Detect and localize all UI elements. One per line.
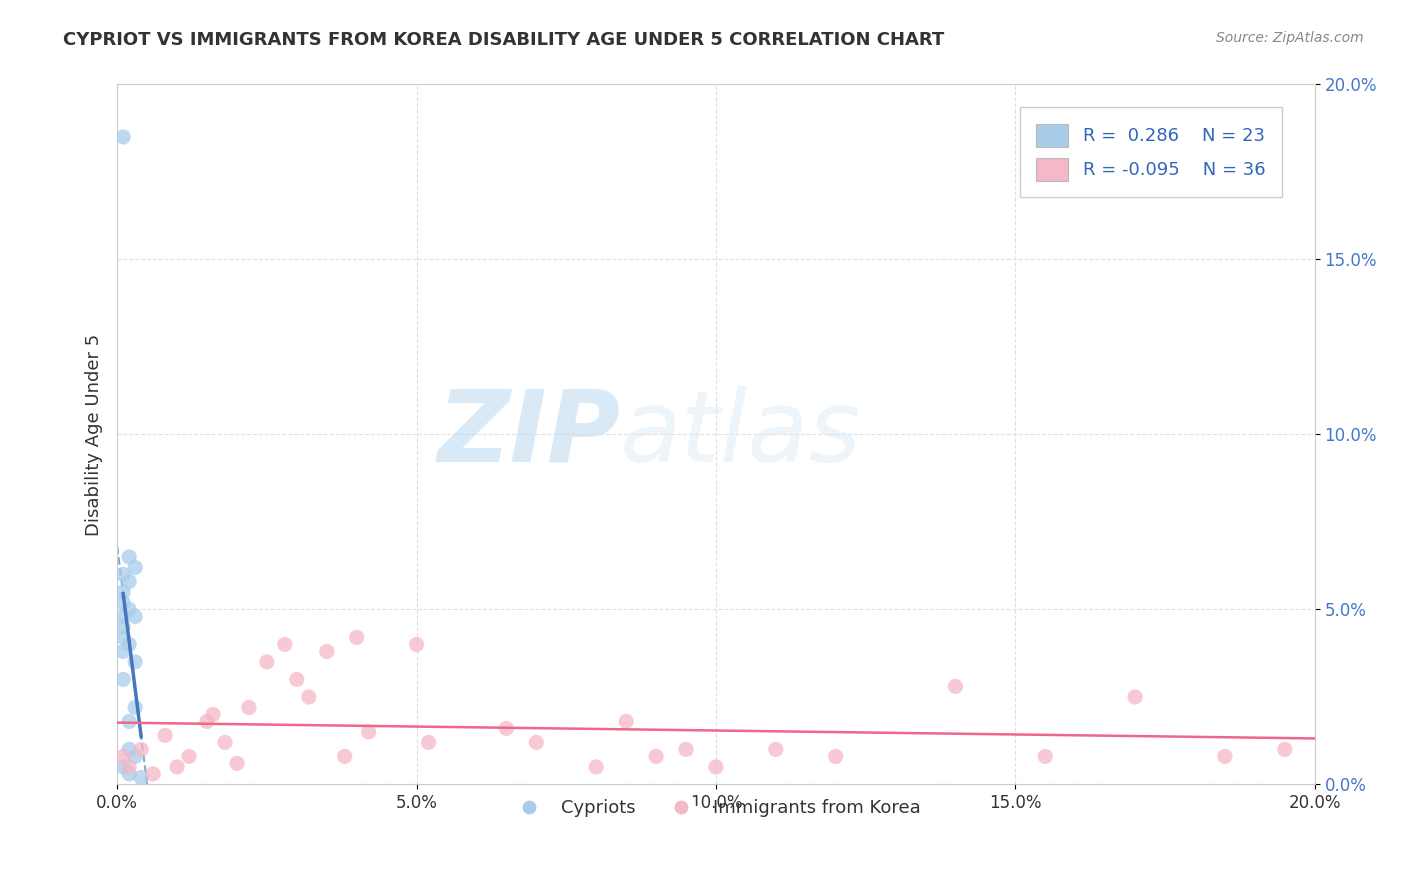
Point <box>118 602 141 616</box>
Point <box>298 690 321 704</box>
Point <box>238 700 260 714</box>
Point <box>124 749 146 764</box>
Point <box>118 637 141 651</box>
Point <box>112 609 135 624</box>
Point <box>274 637 297 651</box>
Point <box>945 680 967 694</box>
Point <box>177 749 200 764</box>
Point <box>645 749 668 764</box>
Point <box>256 655 278 669</box>
Point <box>195 714 218 729</box>
Text: atlas: atlas <box>620 386 862 483</box>
Point <box>112 130 135 145</box>
Point <box>112 673 135 687</box>
Point <box>118 549 141 564</box>
Point <box>704 760 727 774</box>
Point <box>118 760 141 774</box>
Point <box>129 742 152 756</box>
Point <box>201 707 224 722</box>
Point <box>112 620 135 634</box>
Point <box>1123 690 1146 704</box>
Point <box>112 749 135 764</box>
Point <box>112 595 135 609</box>
Point <box>214 735 236 749</box>
Point <box>824 749 846 764</box>
Point <box>112 760 135 774</box>
Text: Source: ZipAtlas.com: Source: ZipAtlas.com <box>1216 31 1364 45</box>
Point <box>124 609 146 624</box>
Point <box>357 725 380 739</box>
Point <box>333 749 356 764</box>
Point <box>285 673 308 687</box>
Point <box>418 735 440 749</box>
Point <box>315 644 337 658</box>
Y-axis label: Disability Age Under 5: Disability Age Under 5 <box>86 334 103 535</box>
Point <box>118 714 141 729</box>
Point <box>124 560 146 574</box>
Point <box>614 714 637 729</box>
Point <box>1274 742 1296 756</box>
Point <box>1213 749 1236 764</box>
Point <box>124 700 146 714</box>
Point <box>112 567 135 582</box>
Point <box>124 655 146 669</box>
Point <box>166 760 188 774</box>
Legend: Cypriots, Immigrants from Korea: Cypriots, Immigrants from Korea <box>503 792 928 824</box>
Point <box>765 742 787 756</box>
Point <box>405 637 427 651</box>
Point <box>585 760 607 774</box>
Point <box>524 735 547 749</box>
Point <box>675 742 697 756</box>
Point <box>118 574 141 589</box>
Point <box>112 644 135 658</box>
Point <box>226 756 249 771</box>
Point <box>1033 749 1056 764</box>
Point <box>112 631 135 645</box>
Point <box>153 728 176 742</box>
Point <box>118 767 141 781</box>
Text: ZIP: ZIP <box>437 386 620 483</box>
Point <box>129 771 152 785</box>
Text: CYPRIOT VS IMMIGRANTS FROM KOREA DISABILITY AGE UNDER 5 CORRELATION CHART: CYPRIOT VS IMMIGRANTS FROM KOREA DISABIL… <box>63 31 945 49</box>
Point <box>112 585 135 599</box>
Point <box>495 722 517 736</box>
Point <box>142 767 165 781</box>
Point <box>346 631 368 645</box>
Point <box>118 742 141 756</box>
